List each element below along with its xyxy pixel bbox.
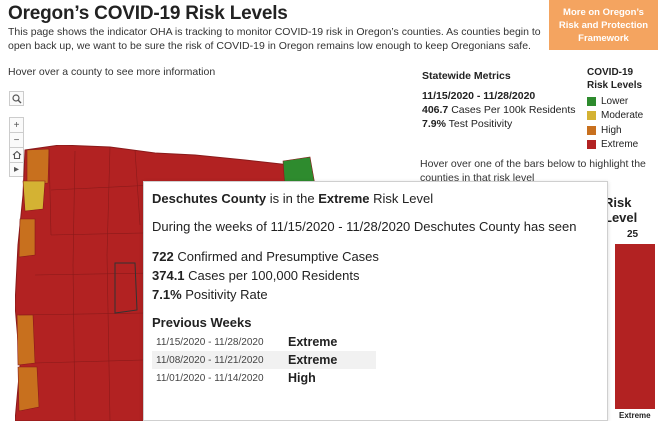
- tooltip-county: Deschutes County: [152, 191, 267, 206]
- legend-swatch-high: [587, 125, 596, 135]
- legend-swatch-extreme: [587, 140, 596, 150]
- page-title: Oregon’s COVID-19 Risk Levels: [8, 3, 288, 24]
- tooltip-cases-value: 722: [152, 249, 174, 264]
- hover-hint: Hover over a county to see more informat…: [8, 66, 216, 78]
- previous-week-row: 11/15/2020 - 11/28/2020 Extreme: [152, 333, 376, 351]
- previous-week-level: Extreme: [288, 335, 338, 349]
- map-zoom-controls: + − ▸: [9, 117, 24, 177]
- statewide-positivity-label: Test Positivity: [448, 118, 513, 130]
- county-borders: [18, 146, 156, 421]
- statewide-dates: 11/15/2020 - 11/28/2020: [422, 90, 536, 102]
- previous-week-level: Extreme: [288, 353, 338, 367]
- tooltip-previous-heading: Previous Weeks: [152, 315, 252, 330]
- legend-swatch-lower: [587, 96, 596, 106]
- previous-week-dates: 11/01/2020 - 11/14/2020: [156, 372, 264, 384]
- legend-label-high: High: [601, 124, 622, 136]
- tooltip-level: Extreme: [318, 191, 370, 206]
- legend-item-high: High: [587, 123, 643, 138]
- tooltip-cases-label: Confirmed and Presumptive Cases: [177, 249, 379, 264]
- county-high-north[interactable]: [26, 148, 50, 186]
- legend-heading-line1: COVID-19: [587, 67, 634, 78]
- tooltip-rate-label: Cases per 100,000 Residents: [188, 268, 360, 283]
- tooltip-positivity-value: 7.1%: [152, 287, 182, 302]
- county-high-coast-1[interactable]: [18, 218, 36, 258]
- previous-week-row: 11/08/2020 - 11/21/2020 Extreme: [152, 351, 376, 369]
- tooltip-rate-value: 374.1: [152, 268, 185, 283]
- risk-legend: COVID-19 Risk Levels Lower Moderate High …: [587, 66, 643, 152]
- statewide-cases-label: Cases Per 100k Residents: [451, 104, 576, 116]
- legend-item-lower: Lower: [587, 94, 643, 109]
- previous-weeks-list: 11/15/2020 - 11/28/2020 Extreme 11/08/20…: [152, 333, 599, 387]
- county-high-coast-2[interactable]: [16, 314, 36, 366]
- tooltip-weeks-range: 11/15/2020 - 11/28/2020: [270, 219, 411, 234]
- map-search-tool[interactable]: [9, 91, 24, 106]
- legend-label-lower: Lower: [601, 95, 629, 107]
- legend-heading-line2: Risk Levels: [587, 80, 643, 91]
- previous-week-dates: 11/08/2020 - 11/21/2020: [156, 354, 264, 366]
- tooltip-headline: Deschutes County is in the Extreme Risk …: [152, 191, 599, 206]
- county-high-coast-3[interactable]: [17, 366, 40, 412]
- legend-label-moderate: Moderate: [601, 110, 644, 122]
- statewide-heading: Statewide Metrics: [422, 70, 511, 82]
- legend-item-extreme: Extreme: [587, 138, 643, 153]
- county-moderate-coast[interactable]: [22, 180, 46, 212]
- zoom-out-button[interactable]: −: [9, 132, 24, 147]
- zoom-in-button[interactable]: +: [9, 117, 24, 132]
- legend-item-moderate: Moderate: [587, 109, 643, 124]
- tooltip-cases: 722 Confirmed and Presumptive Cases: [152, 247, 599, 266]
- tooltip-positivity-label: Positivity Rate: [185, 287, 268, 302]
- tooltip-weeks-prefix: During the weeks of: [152, 219, 267, 234]
- extreme-bar-label: Extreme: [619, 411, 651, 420]
- tooltip-positivity: 7.1% Positivity Rate: [152, 285, 599, 304]
- statewide-positivity-value: 7.9%: [422, 118, 446, 130]
- previous-week-dates: 11/15/2020 - 11/28/2020: [156, 336, 264, 348]
- tooltip-weeks-line: During the weeks of 11/15/2020 - 11/28/2…: [152, 217, 599, 236]
- expand-icon[interactable]: ▸: [9, 162, 24, 177]
- extreme-bar-value: 25: [627, 229, 639, 240]
- statewide-cases-value: 406.7: [422, 104, 449, 116]
- previous-week-level: High: [288, 371, 316, 385]
- tooltip-is-in: is in the: [269, 191, 315, 206]
- intro-text: This page shows the indicator OHA is tra…: [8, 26, 541, 52]
- county-tooltip: Deschutes County is in the Extreme Risk …: [143, 181, 608, 421]
- statewide-metrics: Statewide Metrics 11/15/2020 - 11/28/202…: [422, 69, 576, 131]
- legend-swatch-moderate: [587, 111, 596, 121]
- tooltip-weeks-county: Deschutes County has seen: [413, 219, 577, 234]
- legend-label-extreme: Extreme: [601, 139, 639, 151]
- tooltip-rate: 374.1 Cases per 100,000 Residents: [152, 266, 599, 285]
- risk-chart-title: Risk Level: [604, 195, 638, 225]
- previous-week-row: 11/01/2020 - 11/14/2020 High: [152, 369, 376, 387]
- tooltip-risk-level-word: Risk Level: [373, 191, 434, 206]
- extreme-bar[interactable]: [615, 244, 655, 409]
- framework-link-button[interactable]: More on Oregon’s Risk and Protection Fra…: [549, 0, 658, 50]
- search-icon[interactable]: [9, 91, 24, 106]
- home-icon[interactable]: [9, 147, 24, 162]
